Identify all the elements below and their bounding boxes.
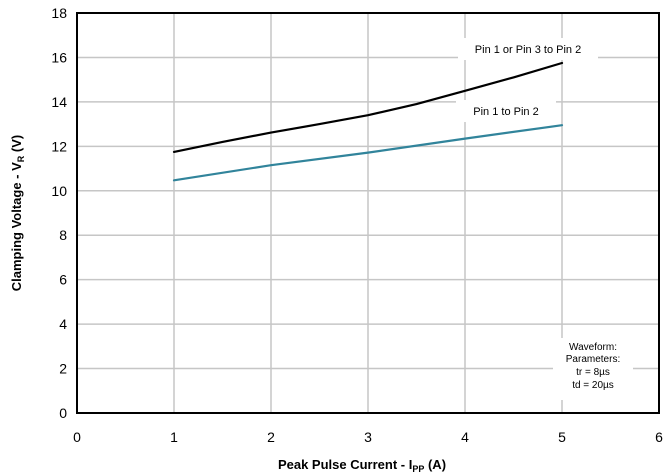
y-tick-label: 2 [59,361,67,377]
y-tick-label: 10 [51,183,67,199]
y-tick-label: 0 [59,405,67,421]
series-line-2 [172,124,564,182]
x-tick-labels: 0 1 2 3 4 5 6 [73,429,663,445]
y-tick-label: 12 [51,138,67,154]
series-label-2: Pin 1 to Pin 2 [456,100,556,122]
x-tick-label: 2 [267,429,275,445]
x-tick-label: 0 [73,429,81,445]
series-line-1 [172,61,564,153]
x-tick-label: 1 [170,429,178,445]
waveform-line-2: Parameters: [566,354,620,365]
waveform-annotation: Waveform: Parameters: tr = 8µs td = 20µs [553,338,633,400]
y-tick-label: 18 [51,5,67,21]
x-axis-title: Peak Pulse Current - IPP (A) [278,457,446,474]
waveform-line-1: Waveform: [569,342,617,353]
y-tick-label: 16 [51,49,67,65]
plot-frame [76,12,660,414]
x-tick-label: 5 [558,429,566,445]
series-label-1-text: Pin 1 or Pin 3 to Pin 2 [475,44,581,56]
y-tick-labels: 0 2 4 6 8 10 12 14 16 18 [51,5,67,421]
x-tick-label: 6 [655,429,663,445]
y-tick-label: 4 [59,316,67,332]
y-axis-title: Clamping Voltage - VR (V) [9,135,26,292]
series-layer [172,61,564,182]
waveform-line-4: td = 20µs [572,380,614,391]
y-tick-label: 6 [59,272,67,288]
y-tick-label: 14 [51,94,67,110]
waveform-line-3: tr = 8µs [576,367,610,378]
y-tick-label: 8 [59,227,67,243]
x-tick-label: 3 [364,429,372,445]
series-label-2-text: Pin 1 to Pin 2 [473,106,538,118]
x-tick-label: 4 [461,429,469,445]
series-label-1: Pin 1 or Pin 3 to Pin 2 [458,38,598,60]
